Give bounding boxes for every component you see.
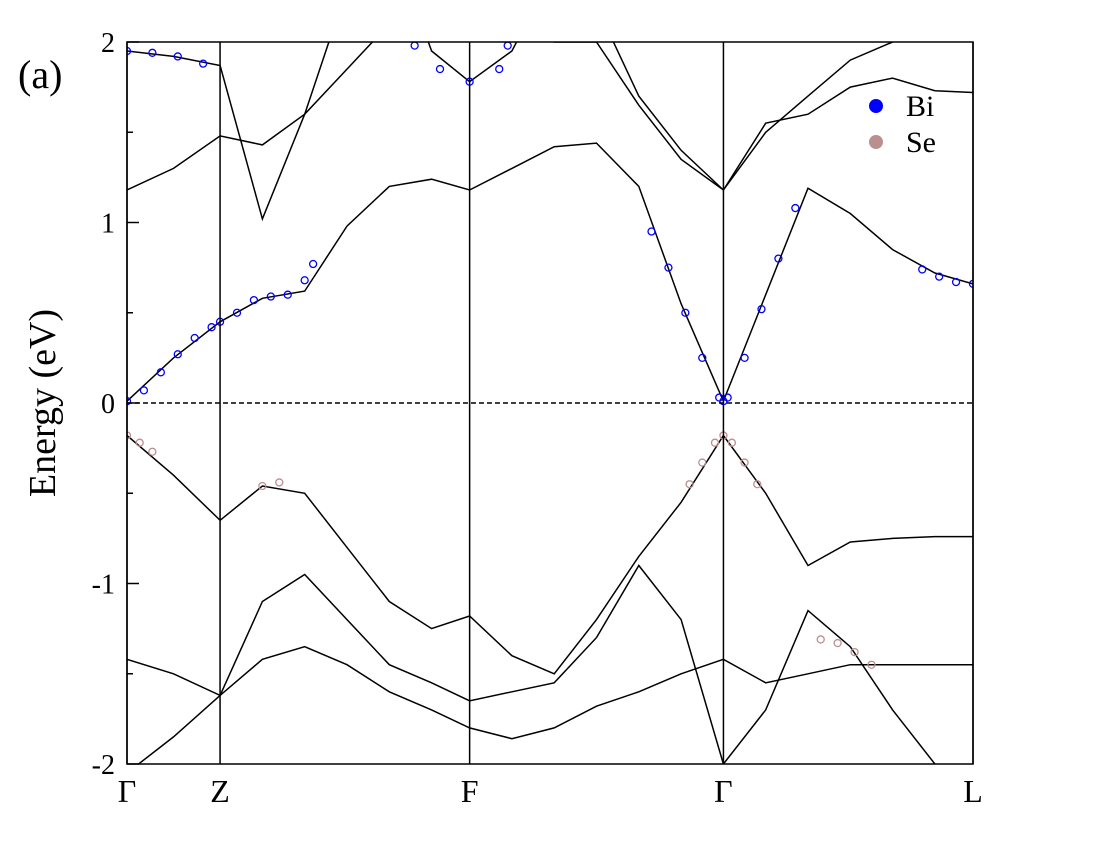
projection-point (173, 52, 182, 61)
projection-point (951, 277, 961, 287)
projection-point (935, 272, 944, 281)
projection-point (127, 46, 132, 56)
projection-point (300, 276, 309, 285)
projection-point (156, 368, 165, 377)
band-line (127, 42, 973, 222)
band-line (127, 645, 973, 740)
projection-point (275, 478, 284, 487)
projection-point (503, 42, 512, 50)
projection-point (139, 386, 149, 395)
x-tick-label: L (963, 773, 983, 809)
projection-point (850, 647, 859, 657)
projection-point (283, 290, 292, 299)
projection-point (127, 397, 132, 406)
band-line (127, 142, 973, 404)
legend-label: Bi (906, 90, 934, 123)
projection-point (698, 458, 707, 467)
projection-point (698, 353, 707, 363)
legend-marker (869, 135, 883, 149)
projection-point (791, 203, 800, 213)
plot-area (127, 42, 973, 764)
y-tick-label: -1 (92, 570, 115, 601)
y-tick-label: 2 (101, 28, 115, 59)
x-tick-label: Z (210, 773, 230, 809)
band-line (127, 434, 973, 675)
projection-point (258, 481, 267, 491)
projection-point (198, 59, 208, 68)
projection-point (685, 480, 694, 489)
projection-point (740, 353, 749, 363)
projection-point (148, 447, 157, 456)
x-tick-label: Γ (714, 773, 733, 809)
projection-point (833, 638, 842, 648)
projection-point (173, 350, 182, 359)
y-axis-label: Energy (eV) (22, 309, 64, 497)
projection-point (127, 431, 132, 440)
panel-label: (a) (18, 52, 62, 97)
projection-point (740, 458, 749, 467)
plot-frame (126, 41, 974, 765)
y-tick-label: -2 (92, 750, 115, 781)
band-line (127, 42, 895, 192)
projection-point (681, 308, 690, 317)
projection-point (753, 480, 762, 489)
y-tick-label: 0 (101, 389, 115, 420)
projection-point (249, 295, 259, 305)
projection-point (774, 254, 783, 263)
projection-point (435, 64, 445, 74)
projection-point (727, 438, 737, 447)
projection-point (410, 42, 419, 50)
legend-label: Se (906, 126, 936, 159)
x-tick-label: Γ (118, 773, 137, 809)
projection-point (664, 263, 673, 272)
legend-marker (869, 99, 883, 113)
projection-point (190, 333, 199, 343)
projection-point (867, 660, 876, 669)
projection-point (266, 292, 275, 301)
projection-point (232, 308, 242, 317)
projection-point (710, 438, 720, 447)
projection-point (148, 48, 157, 57)
projection-point (757, 304, 766, 314)
projection-point (918, 265, 927, 274)
projection-point (135, 438, 144, 447)
projection-point (495, 64, 504, 74)
y-tick-label: 1 (101, 209, 115, 240)
projection-point (207, 323, 216, 332)
projection-point (647, 227, 656, 236)
projection-point (308, 259, 318, 269)
projection-point (968, 279, 973, 289)
band-line (137, 564, 936, 764)
x-tick-label: F (461, 773, 479, 809)
projection-point (816, 635, 825, 644)
